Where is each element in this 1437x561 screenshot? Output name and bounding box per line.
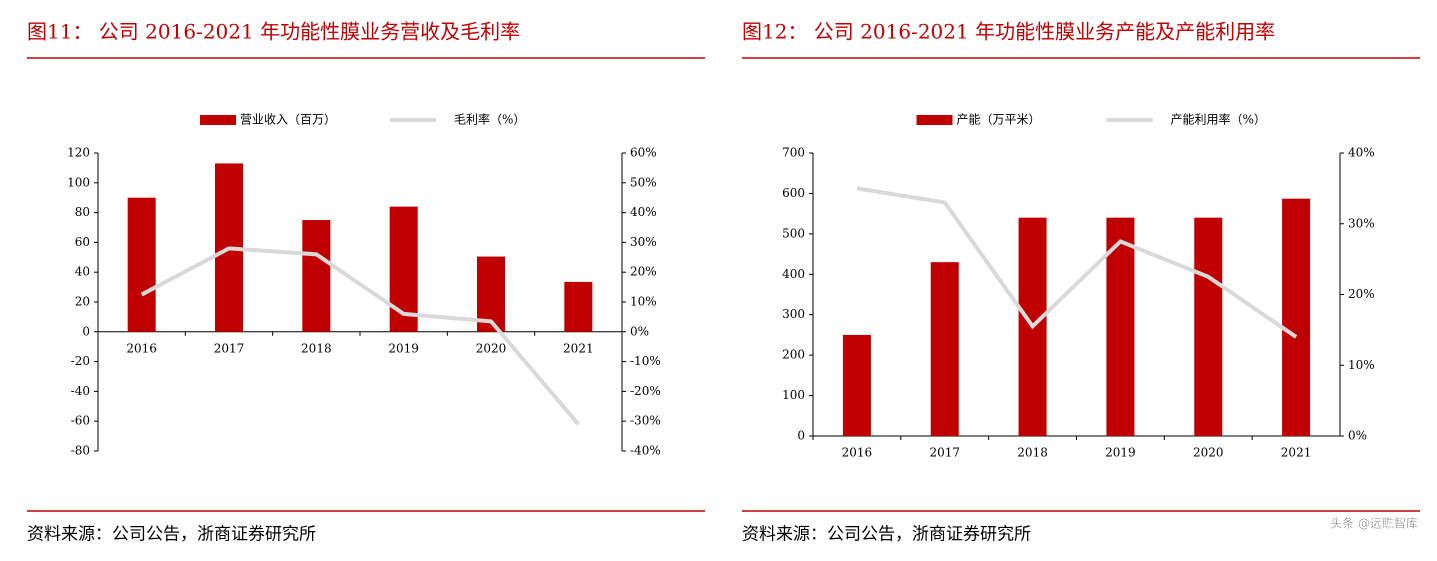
x-tick-label: 2021 [563,341,594,355]
bar [389,206,418,332]
y-tick-label: 40 [75,265,90,279]
legend-swatch [916,115,953,125]
y2-tick-label: 30% [630,235,657,249]
legend-label: 产能（万平米） [957,113,1041,127]
y2-tick-label: 0% [630,324,649,338]
chart-title: 图12： 公司 2016-2021 年功能性膜业务产能及产能利用率 [742,20,1275,44]
x-tick-label: 2018 [301,341,332,355]
y-tick-label: 100 [67,175,90,189]
legend-label: 营业收入（百万） [240,113,336,127]
x-tick-label: 2019 [1105,446,1136,460]
bar [302,220,331,332]
y-tick-label: 300 [782,307,805,321]
x-tick-label: 2020 [1193,446,1224,460]
y-tick-label: 100 [782,388,805,402]
x-tick-label: 2016 [842,446,873,460]
y-tick-label: 500 [782,226,805,240]
y2-tick-label: 30% [1348,216,1375,230]
x-tick-label: 2020 [476,341,507,355]
y2-tick-label: 40% [1348,146,1375,160]
y-tick-label: 0 [797,429,805,443]
y-tick-label: -40 [71,384,90,398]
y2-tick-label: 10% [630,295,657,309]
line [140,246,580,426]
bar [930,262,959,436]
y2-tick-label: -10% [630,354,661,368]
y2-tick-label: 20% [630,265,657,279]
x-tick-label: 2017 [929,446,960,460]
y-tick-label: -80 [71,444,90,458]
y2-tick-label: 50% [630,175,657,189]
x-tick-label: 2021 [1281,446,1312,460]
watermark: 头条 @远瞻智库 [1330,516,1418,531]
legend-label: 毛利率（%） [454,112,525,127]
bar [1194,217,1223,436]
y-tick-label: 120 [67,146,90,160]
y2-tick-label: 20% [1348,287,1375,301]
x-tick-label: 2016 [126,341,157,355]
y-tick-label: 60 [75,235,90,249]
legend-swatch [200,115,236,125]
bar [842,334,871,436]
y2-tick-label: -30% [630,414,661,428]
y2-tick-label: 0% [1348,429,1367,443]
y-tick-label: 0 [82,324,90,338]
y2-tick-label: -40% [630,444,661,458]
y-tick-label: 700 [782,146,805,160]
x-tick-label: 2017 [214,341,245,355]
y-tick-label: 400 [782,267,805,281]
y2-tick-label: 10% [1348,358,1375,372]
bar [1282,198,1311,436]
y-tick-label: -60 [71,414,90,428]
legend-label: 产能利用率（%） [1171,112,1266,127]
y-tick-label: 600 [782,186,805,200]
source: 资料来源：公司公告，浙商证券研究所 [742,525,1031,545]
y-tick-label: 80 [75,205,90,219]
x-tick-label: 2019 [388,341,419,355]
y2-tick-label: -20% [630,384,661,398]
x-tick-label: 2018 [1017,446,1048,460]
y-tick-label: -20 [71,354,90,368]
line [856,186,1298,339]
bar [127,197,156,332]
chart-title: 图11： 公司 2016-2021 年功能性膜业务营收及毛利率 [27,20,520,44]
y-tick-label: 20 [75,295,90,309]
bar [1106,217,1135,436]
source: 资料来源：公司公告，浙商证券研究所 [27,525,316,545]
y2-tick-label: 40% [630,205,657,219]
y2-tick-label: 60% [630,146,657,160]
bar [564,281,593,332]
y-tick-label: 200 [782,348,805,362]
